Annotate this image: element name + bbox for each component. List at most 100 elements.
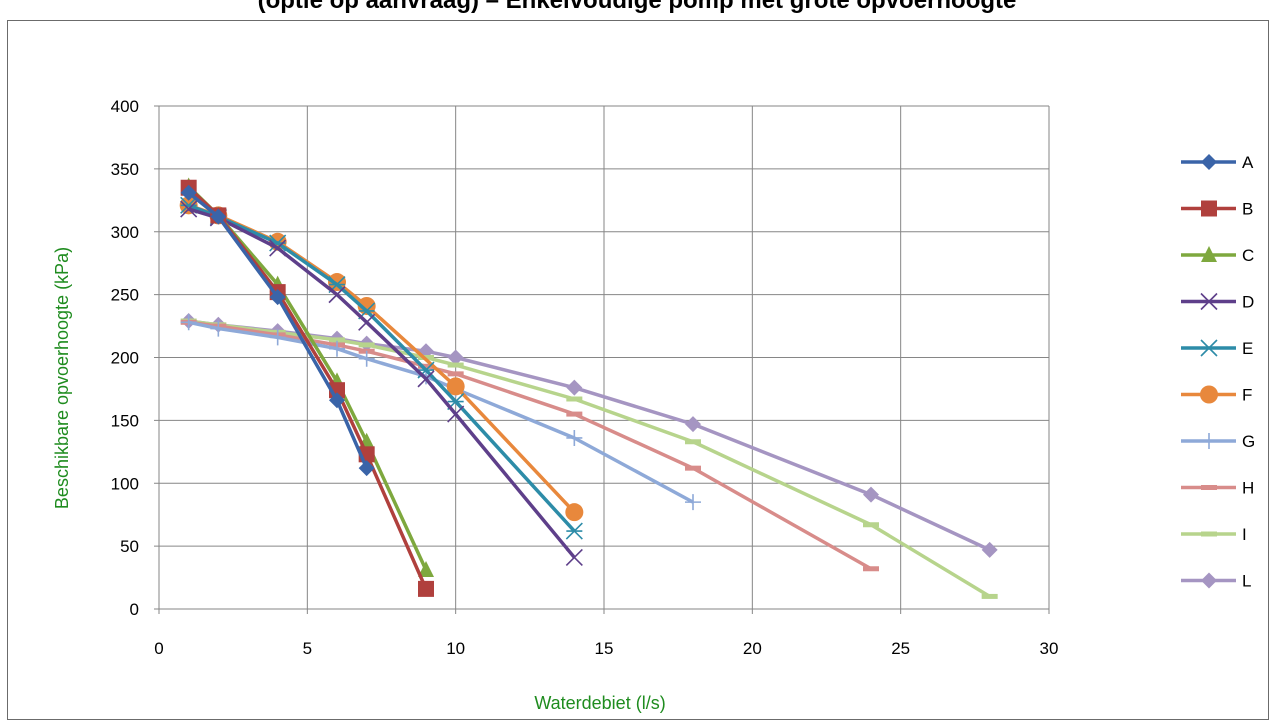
x-axis-title: Waterdebiet (l/s) bbox=[534, 693, 665, 713]
data-point-I bbox=[685, 439, 701, 445]
data-point-D bbox=[358, 313, 376, 331]
data-point-D bbox=[269, 239, 287, 257]
y-tick-label: 250 bbox=[111, 286, 139, 305]
y-tick-label: 100 bbox=[111, 474, 139, 493]
data-point-F bbox=[446, 377, 465, 396]
legend: A B C D E F G H I L bbox=[1181, 153, 1255, 591]
x-tick-label: 25 bbox=[891, 639, 910, 658]
y-tick-label: 300 bbox=[111, 223, 139, 242]
data-point-G bbox=[329, 340, 345, 357]
x-tick-label: 10 bbox=[446, 639, 465, 658]
data-point-G bbox=[358, 350, 375, 367]
data-point-G bbox=[566, 429, 583, 446]
y-axis-title: Beschikbare opvoerhoogte (kPa) bbox=[52, 247, 72, 509]
series-line-H bbox=[188, 320, 872, 571]
y-tick-label: 150 bbox=[111, 411, 139, 430]
legend-item-D: D bbox=[1181, 293, 1254, 312]
y-tick-label: 50 bbox=[120, 537, 139, 556]
data-point-B bbox=[418, 580, 434, 597]
legend-item-H: H bbox=[1181, 479, 1254, 498]
axes: 0 50 100 150 200 250 300 350 400 0 5 10 15 20 25 30 bbox=[111, 97, 1059, 658]
data-point-H bbox=[685, 465, 701, 471]
legend-item-C: C bbox=[1181, 246, 1254, 265]
legend-item-B: B bbox=[1181, 200, 1253, 219]
legend-item-E: E bbox=[1181, 339, 1253, 358]
data-point-A bbox=[210, 208, 227, 225]
data-point-L bbox=[566, 379, 583, 396]
legend-marker bbox=[1201, 154, 1217, 170]
data-point-D bbox=[447, 405, 465, 423]
series-A bbox=[180, 184, 375, 477]
data-point-I bbox=[358, 342, 375, 348]
x-tick-label: 20 bbox=[743, 639, 762, 658]
legend-marker bbox=[1201, 200, 1217, 217]
legend-label: I bbox=[1242, 525, 1247, 544]
data-point-L bbox=[685, 416, 701, 433]
legend-marker bbox=[1200, 292, 1218, 311]
data-point-G bbox=[685, 494, 701, 511]
data-point-G bbox=[269, 329, 286, 346]
data-point-I bbox=[566, 396, 583, 402]
legend-marker bbox=[1201, 246, 1217, 262]
data-point-D bbox=[180, 200, 198, 218]
data-point-H bbox=[863, 566, 879, 572]
legend-label: D bbox=[1242, 293, 1254, 312]
x-tick-label: 0 bbox=[154, 639, 163, 658]
data-point-D bbox=[417, 370, 435, 388]
data-point-D bbox=[328, 286, 346, 304]
legend-marker bbox=[1200, 385, 1218, 404]
data-point-I bbox=[863, 522, 879, 528]
x-tick-label: 5 bbox=[303, 639, 312, 658]
legend-label: E bbox=[1242, 339, 1253, 358]
series-I bbox=[180, 318, 998, 599]
y-tick-label: 0 bbox=[130, 600, 139, 619]
legend-marker bbox=[1200, 339, 1218, 357]
data-point-E bbox=[565, 522, 583, 540]
chart-title: (optie op aanvraag) – Enkelvoudige pomp … bbox=[257, 0, 1017, 14]
series-line-L bbox=[188, 319, 991, 552]
data-point-G bbox=[180, 314, 197, 331]
legend-label: A bbox=[1242, 153, 1254, 172]
legend-marker bbox=[1201, 572, 1217, 589]
data-point-D bbox=[565, 548, 583, 567]
legend-label: G bbox=[1242, 432, 1255, 451]
grid-lines bbox=[159, 105, 1050, 609]
legend-label: B bbox=[1242, 200, 1253, 219]
legend-label: C bbox=[1242, 246, 1254, 265]
data-point-G bbox=[210, 320, 227, 337]
data-point-A bbox=[358, 460, 375, 477]
series-G bbox=[180, 314, 701, 511]
y-tick-label: 200 bbox=[111, 349, 139, 368]
data-point-A bbox=[180, 184, 197, 201]
legend-item-G: G bbox=[1181, 432, 1255, 451]
data-point-L bbox=[863, 486, 879, 503]
legend-item-I: I bbox=[1181, 525, 1247, 544]
data-point-A bbox=[269, 289, 286, 306]
legend-label: F bbox=[1242, 386, 1252, 405]
y-tick-label: 350 bbox=[111, 160, 139, 179]
legend-marker bbox=[1201, 485, 1217, 490]
series-lines bbox=[179, 177, 998, 599]
series-line-G bbox=[188, 320, 694, 504]
x-tick-label: 30 bbox=[1040, 639, 1059, 658]
data-point-I bbox=[329, 337, 345, 343]
y-tick-label: 400 bbox=[111, 97, 139, 116]
series-L bbox=[180, 313, 998, 558]
data-point-H bbox=[418, 363, 434, 369]
series-line-I bbox=[188, 319, 991, 598]
data-point-I bbox=[447, 362, 464, 368]
x-tick-label: 15 bbox=[595, 639, 614, 658]
data-point-L bbox=[447, 349, 464, 366]
data-point-A bbox=[329, 392, 345, 409]
data-point-C bbox=[418, 561, 434, 578]
legend-item-L: L bbox=[1181, 572, 1251, 591]
legend-marker bbox=[1201, 531, 1217, 537]
legend-marker bbox=[1201, 433, 1217, 449]
legend-label: L bbox=[1242, 572, 1251, 591]
legend-item-A: A bbox=[1181, 153, 1254, 172]
data-point-F bbox=[565, 503, 584, 522]
data-point-I bbox=[981, 593, 998, 599]
data-point-H bbox=[447, 371, 464, 377]
chart-frame bbox=[7, 20, 1269, 720]
